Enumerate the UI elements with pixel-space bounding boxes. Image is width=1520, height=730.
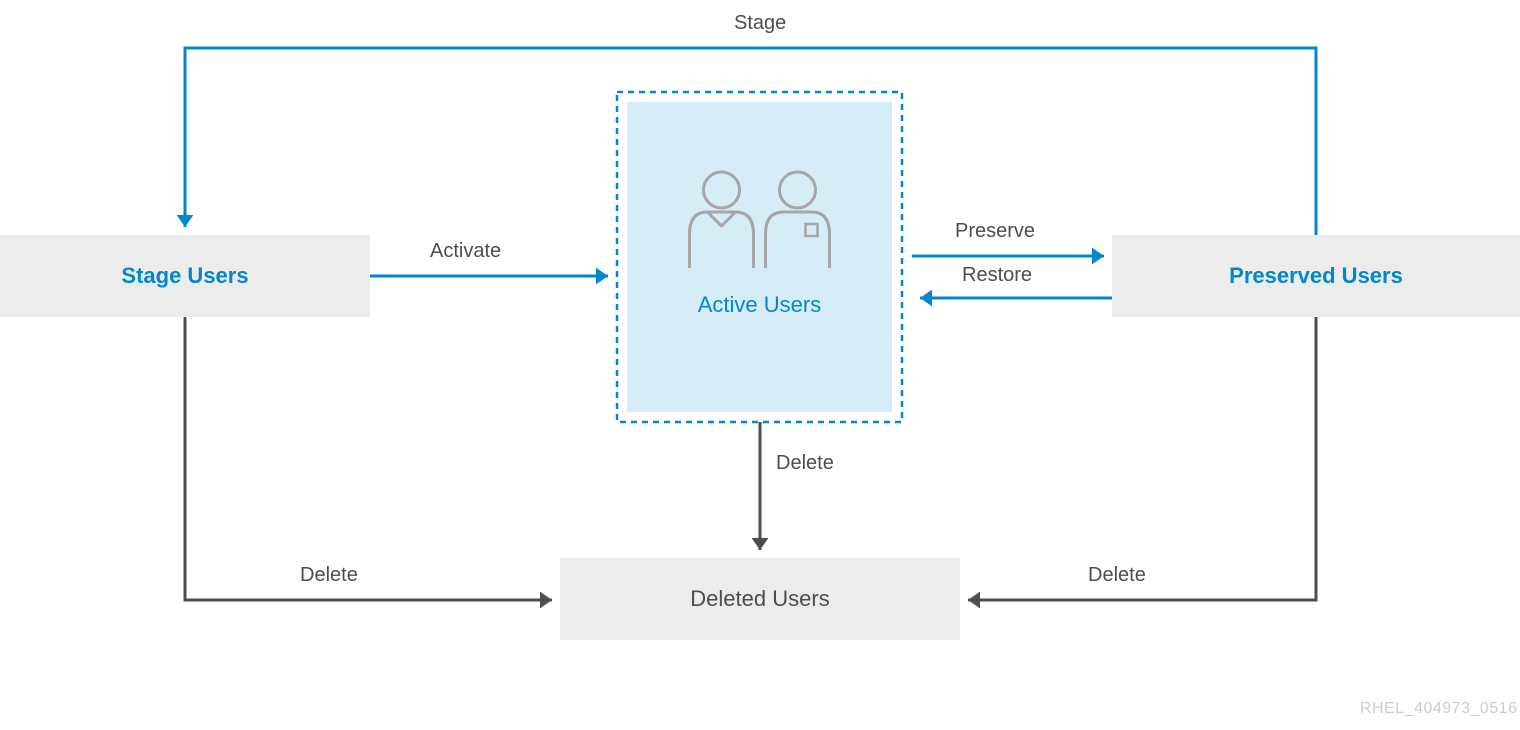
edge-delete_stage	[185, 317, 552, 600]
deleted-users-label: Deleted Users	[690, 586, 829, 612]
edge-label-restore: Restore	[962, 264, 1032, 287]
edge-label-stage: Stage	[734, 12, 786, 35]
edge-label-delete-stage: Delete	[300, 564, 358, 587]
edge-delete_preserved	[968, 317, 1316, 600]
active-users-node: Active Users	[617, 292, 902, 318]
deleted-users-node: Deleted Users	[560, 558, 960, 640]
stage-users-label: Stage Users	[121, 263, 248, 289]
edge-label-delete-preserved: Delete	[1088, 564, 1146, 587]
preserved-users-node: Preserved Users	[1112, 235, 1520, 317]
diagram-id: RHEL_404973_0516	[1360, 700, 1517, 718]
edge-label-delete-active: Delete	[776, 452, 834, 475]
preserved-users-label: Preserved Users	[1229, 263, 1403, 289]
edge-label-preserve: Preserve	[955, 220, 1035, 243]
active-users-label: Active Users	[698, 292, 821, 317]
stage-users-node: Stage Users	[0, 235, 370, 317]
edge-label-activate: Activate	[430, 240, 501, 263]
